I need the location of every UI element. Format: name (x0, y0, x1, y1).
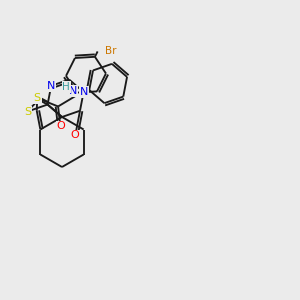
Text: S: S (34, 93, 41, 103)
Text: N: N (80, 87, 88, 97)
Text: O: O (57, 122, 65, 131)
Text: S: S (24, 107, 32, 117)
Text: H: H (62, 82, 70, 92)
Text: N: N (47, 81, 56, 91)
Text: Br: Br (105, 46, 116, 56)
Text: N: N (69, 86, 77, 96)
Text: O: O (70, 130, 79, 140)
